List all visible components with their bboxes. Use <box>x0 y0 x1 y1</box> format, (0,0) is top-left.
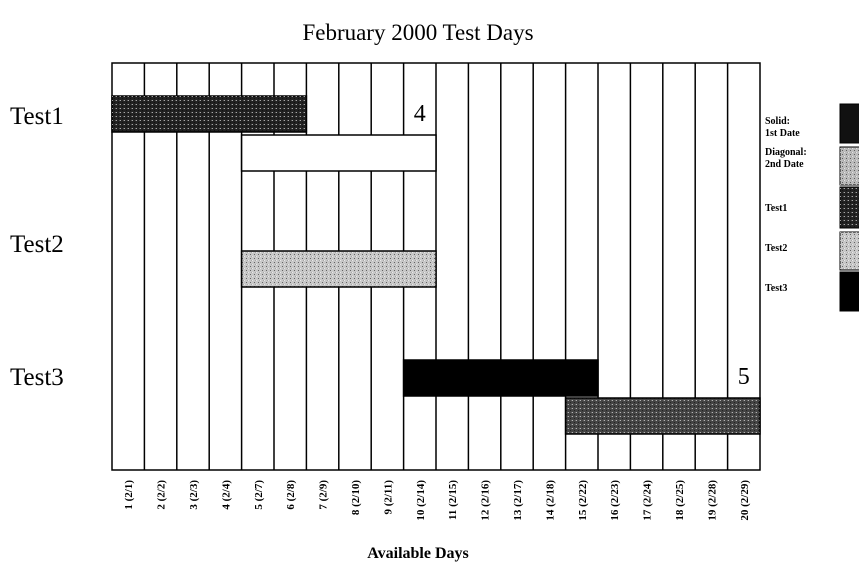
legend-texture <box>840 187 859 228</box>
annotation: 5 <box>738 364 750 390</box>
legend-label: 2nd Date <box>765 159 804 170</box>
legend-texture <box>840 147 859 185</box>
x-tick-label: 6 (2/8) <box>285 480 297 510</box>
legend-label: Test1 <box>765 203 787 214</box>
x-axis-label: Available Days <box>367 545 468 562</box>
x-tick-label: 17 (2/24) <box>642 480 654 521</box>
x-tick-label: 18 (2/25) <box>674 480 686 521</box>
x-tick-label: 8 (2/10) <box>350 480 362 515</box>
bar-texture <box>565 398 760 434</box>
bar-texture <box>241 251 436 287</box>
x-tick-label: 7 (2/9) <box>318 480 330 510</box>
legend-label: Test2 <box>765 243 787 254</box>
x-tick-label: 3 (2/3) <box>188 480 200 510</box>
x-tick-label: 10 (2/14) <box>415 480 427 521</box>
x-tick-label: 5 (2/7) <box>253 480 265 510</box>
task-bar <box>240 134 437 172</box>
legend-label: 1st Date <box>765 128 800 139</box>
x-tick-label: 13 (2/17) <box>512 480 524 521</box>
x-tick-label: 14 (2/18) <box>544 480 556 521</box>
x-tick-label: 11 (2/15) <box>447 480 459 520</box>
x-tick-label: 4 (2/4) <box>220 480 232 510</box>
x-tick-label: 15 (2/22) <box>577 480 589 521</box>
task-label: Test1 <box>10 103 64 130</box>
x-tick-label: 1 (2/1) <box>123 480 135 510</box>
task-bar <box>402 359 599 397</box>
task-label: Test3 <box>10 364 64 391</box>
legend-swatch <box>839 271 859 312</box>
bar-texture <box>112 96 307 132</box>
x-tick-label: 2 (2/2) <box>156 480 168 510</box>
x-tick-label: 12 (2/16) <box>480 480 492 521</box>
legend-texture <box>840 232 859 270</box>
x-tick-label: 9 (2/11) <box>382 480 394 515</box>
annotation: 4 <box>414 101 426 127</box>
legend-label: Diagonal: <box>765 147 807 158</box>
chart-title: February 2000 Test Days <box>302 20 533 45</box>
x-tick-label: 19 (2/28) <box>706 480 718 521</box>
legend-label: Test3 <box>765 283 787 294</box>
x-tick-label: 16 (2/23) <box>609 480 621 521</box>
legend-swatch <box>839 103 859 144</box>
x-tick-label: 20 (2/29) <box>739 480 751 521</box>
legend-label: Solid: <box>765 116 790 127</box>
task-label: Test2 <box>10 231 64 258</box>
